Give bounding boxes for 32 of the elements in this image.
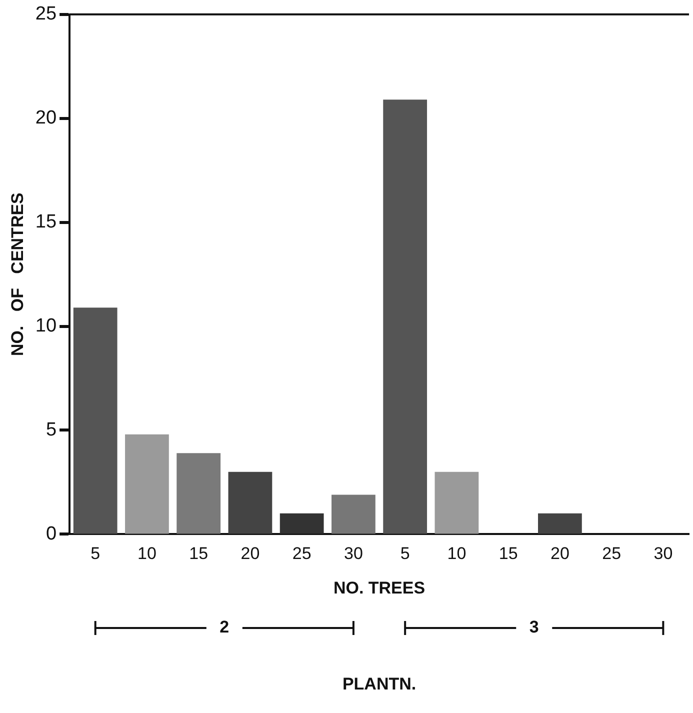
text: 2 <box>220 618 230 637</box>
bar <box>228 472 272 534</box>
y-tick-label: 5 <box>46 419 57 440</box>
x-tick-label: 30 <box>654 544 673 564</box>
x-tick-label: 20 <box>550 544 570 564</box>
bar <box>73 308 118 534</box>
x-tick-label: 5 <box>400 544 410 564</box>
text: 3 <box>529 618 539 637</box>
bar <box>383 100 428 534</box>
x-tick-label: 5 <box>90 544 100 564</box>
x-tick-label: 10 <box>138 544 156 564</box>
x-tick-label: 30 <box>344 544 363 564</box>
x-tick-label: 20 <box>240 544 260 564</box>
x-tick-label: 15 <box>189 544 208 564</box>
bar <box>125 434 169 534</box>
y-tick-label: 20 <box>35 108 57 129</box>
y-tick-label: 25 <box>35 4 57 25</box>
bar <box>538 513 582 534</box>
x-tick-label: 10 <box>447 544 466 564</box>
bar <box>434 472 479 534</box>
x-tick-label: 25 <box>602 544 622 564</box>
bar <box>176 453 221 534</box>
y-axis-title: NO. OF CENTRES <box>8 192 27 356</box>
x-tick-label: 25 <box>292 544 312 564</box>
y-tick-label: 10 <box>35 316 57 337</box>
bar <box>280 513 324 534</box>
bar <box>332 494 376 534</box>
x-tick-label: 15 <box>498 544 518 564</box>
text: PLANTN. <box>342 674 416 694</box>
x-axis-title: NO. TREES <box>333 578 426 598</box>
y-tick-label: 15 <box>35 212 57 233</box>
y-tick-label: 0 <box>46 523 57 544</box>
